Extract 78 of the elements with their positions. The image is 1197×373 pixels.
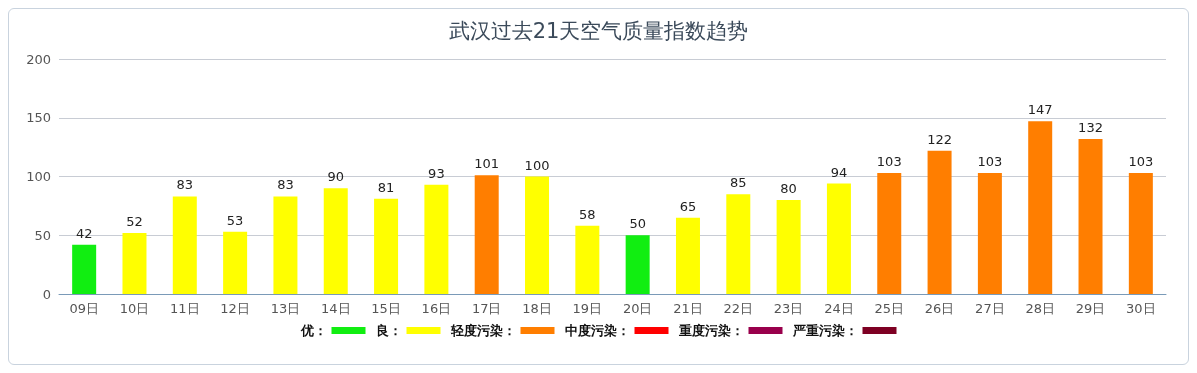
bar [1028, 121, 1053, 294]
x-tick-label: 17日 [471, 301, 502, 316]
bar [525, 176, 550, 294]
x-tick-label: 23日 [773, 301, 804, 316]
bar [122, 232, 147, 294]
data-label: 103 [977, 153, 1003, 169]
legend-label: 优： [299, 323, 327, 338]
y-tick-label: 0 [42, 286, 51, 302]
x-tick-label: 20日 [622, 301, 653, 316]
data-label: 94 [830, 164, 848, 180]
data-label: 85 [730, 175, 747, 191]
y-tick-label: 200 [26, 51, 51, 67]
y-tick-label: 150 [26, 110, 51, 126]
data-label: 90 [327, 169, 345, 185]
bar [1078, 138, 1103, 294]
bar [1128, 172, 1153, 294]
x-tick-label: 18日 [522, 301, 552, 316]
y-tick-label: 50 [34, 227, 51, 243]
data-label: 103 [1128, 153, 1154, 169]
x-tick-label: 22日 [723, 301, 754, 316]
bar [223, 231, 248, 294]
x-tick-label: 21日 [673, 301, 703, 316]
data-label: 53 [226, 212, 244, 228]
x-tick-label: 10日 [119, 301, 150, 316]
data-label: 65 [679, 198, 697, 214]
x-tick-label: 27日 [975, 301, 1005, 316]
x-tick-label: 16日 [421, 301, 452, 316]
bar [575, 225, 600, 294]
x-tick-label: 14日 [320, 301, 351, 316]
data-label: 58 [579, 206, 596, 222]
data-label: 132 [1078, 119, 1103, 135]
bar [474, 175, 499, 294]
x-tick-label: 12日 [220, 301, 250, 316]
data-label: 103 [876, 153, 902, 169]
bar [625, 235, 650, 294]
x-tick-label: 29日 [1075, 301, 1106, 316]
x-tick-label: 24日 [824, 301, 854, 316]
bar [273, 196, 298, 294]
x-tick-label: 25日 [874, 301, 905, 316]
x-tick-label: 11日 [170, 301, 200, 316]
bar [424, 184, 449, 294]
legend-label: 中度污染： [564, 323, 630, 338]
x-tick-label: 13日 [270, 301, 301, 316]
bar [172, 196, 197, 294]
x-tick-label: 09日 [69, 301, 99, 316]
x-tick-label: 28日 [1025, 301, 1055, 316]
x-tick-label: 26日 [924, 301, 955, 316]
bar [776, 200, 801, 294]
data-label: 81 [377, 179, 395, 195]
bar [977, 172, 1002, 294]
data-label: 52 [126, 213, 143, 229]
data-label: 101 [474, 156, 500, 172]
x-tick-label: 15日 [371, 301, 401, 316]
bar [323, 188, 348, 294]
legend-label: 良： [375, 323, 402, 338]
bar [826, 183, 851, 294]
bar [675, 217, 700, 294]
bar [72, 244, 97, 294]
data-label: 83 [277, 177, 294, 193]
data-label: 122 [927, 131, 952, 147]
bar [877, 172, 902, 294]
legend-label: 轻度污染： [449, 323, 516, 338]
bar [726, 194, 751, 294]
bar [374, 198, 399, 294]
legend-label: 重度污染： [677, 323, 744, 338]
y-tick-label: 100 [26, 169, 51, 184]
chart-title: 武汉过去21天空气质量指数趋势 [448, 18, 749, 43]
data-label: 50 [629, 216, 646, 232]
x-tick-label: 30日 [1126, 301, 1156, 316]
legend-label: 严重污染： [791, 323, 858, 338]
data-label: 80 [780, 181, 797, 196]
data-label: 100 [524, 157, 550, 173]
bar [927, 150, 952, 294]
data-label: 83 [176, 177, 194, 193]
data-label: 147 [1027, 102, 1053, 118]
data-label: 93 [428, 165, 445, 181]
x-tick-label: 19日 [572, 301, 603, 316]
data-label: 42 [75, 225, 93, 241]
